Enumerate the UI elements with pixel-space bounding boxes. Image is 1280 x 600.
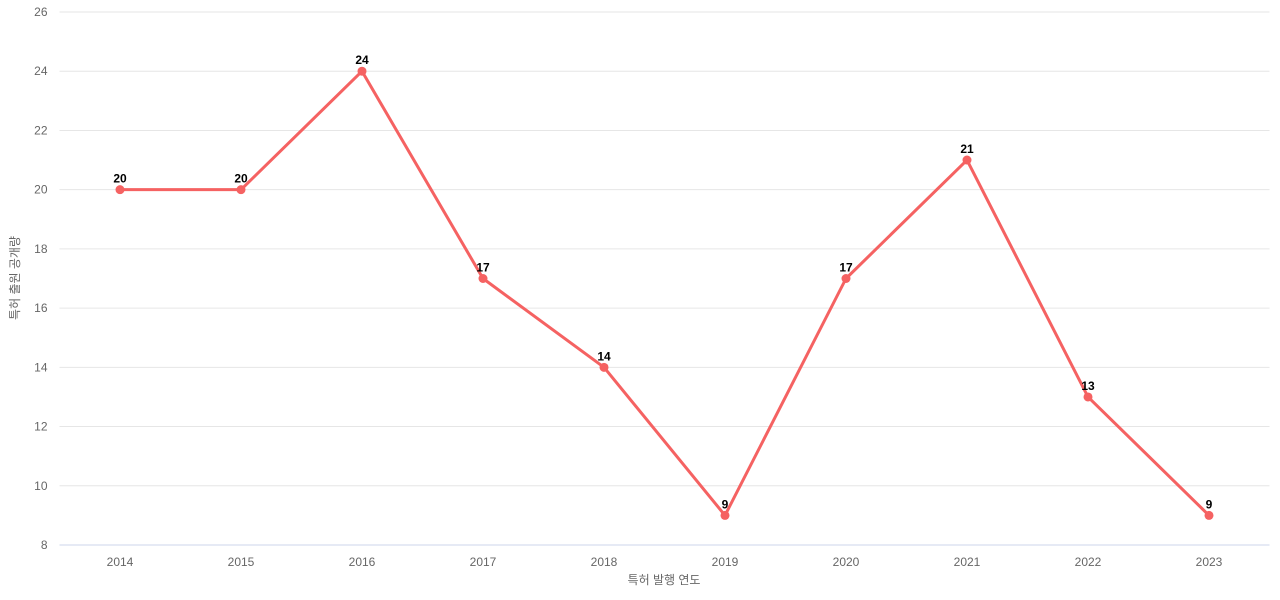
data-point-label: 21 — [960, 142, 974, 156]
x-tick-label: 2018 — [591, 555, 618, 569]
y-tick-label: 10 — [34, 479, 48, 493]
data-point[interactable] — [962, 155, 972, 165]
y-tick-label: 16 — [34, 301, 48, 315]
data-point[interactable] — [478, 274, 488, 283]
y-tick-label: 20 — [34, 183, 48, 197]
y-tick-label: 24 — [34, 64, 48, 78]
x-tick-label: 2022 — [1075, 555, 1102, 569]
x-tick-label: 2019 — [712, 555, 739, 569]
data-point-label: 13 — [1081, 379, 1095, 393]
y-tick-label: 18 — [34, 242, 48, 256]
x-axis-title: 특허 발행 연도 — [628, 572, 701, 587]
data-point-label: 20 — [113, 172, 127, 186]
x-tick-label: 2014 — [107, 555, 134, 569]
x-tick-label: 2015 — [228, 555, 255, 569]
y-tick-label: 8 — [41, 538, 48, 552]
data-point[interactable] — [720, 510, 730, 520]
data-label-layer: 20 20 24 17 14 9 17 21 13 9 — [113, 53, 1212, 511]
data-point-label: 24 — [355, 53, 369, 67]
data-point[interactable] — [1083, 392, 1093, 402]
data-point-label: 17 — [839, 261, 853, 275]
data-point-label: 20 — [234, 172, 248, 186]
x-tick-label: 2020 — [833, 555, 860, 569]
x-tick-label: 2017 — [470, 555, 497, 569]
y-tick-label: 14 — [34, 360, 48, 374]
data-point-label: 9 — [722, 497, 729, 511]
grid-layer — [59, 11, 1270, 546]
data-point[interactable] — [599, 362, 609, 372]
data-point[interactable] — [841, 274, 851, 283]
data-point[interactable] — [1204, 510, 1214, 520]
data-point[interactable] — [236, 185, 246, 195]
x-tick-label: 2016 — [349, 555, 376, 569]
y-axis-title: 특허 출원 공개량 — [8, 236, 22, 320]
data-point-label: 9 — [1206, 497, 1213, 511]
y-tick-label: 12 — [34, 420, 48, 434]
data-point[interactable] — [357, 66, 367, 76]
y-tick-label: 26 — [34, 5, 48, 19]
x-tick-label: 2023 — [1196, 555, 1223, 569]
data-point[interactable] — [115, 185, 125, 195]
data-point-label: 17 — [476, 261, 490, 275]
x-tick-label: 2021 — [954, 555, 981, 569]
series-line — [118, 69, 1211, 517]
y-tick-label: 22 — [34, 123, 48, 137]
data-point-label: 14 — [597, 349, 611, 363]
series-layer — [115, 66, 1214, 520]
